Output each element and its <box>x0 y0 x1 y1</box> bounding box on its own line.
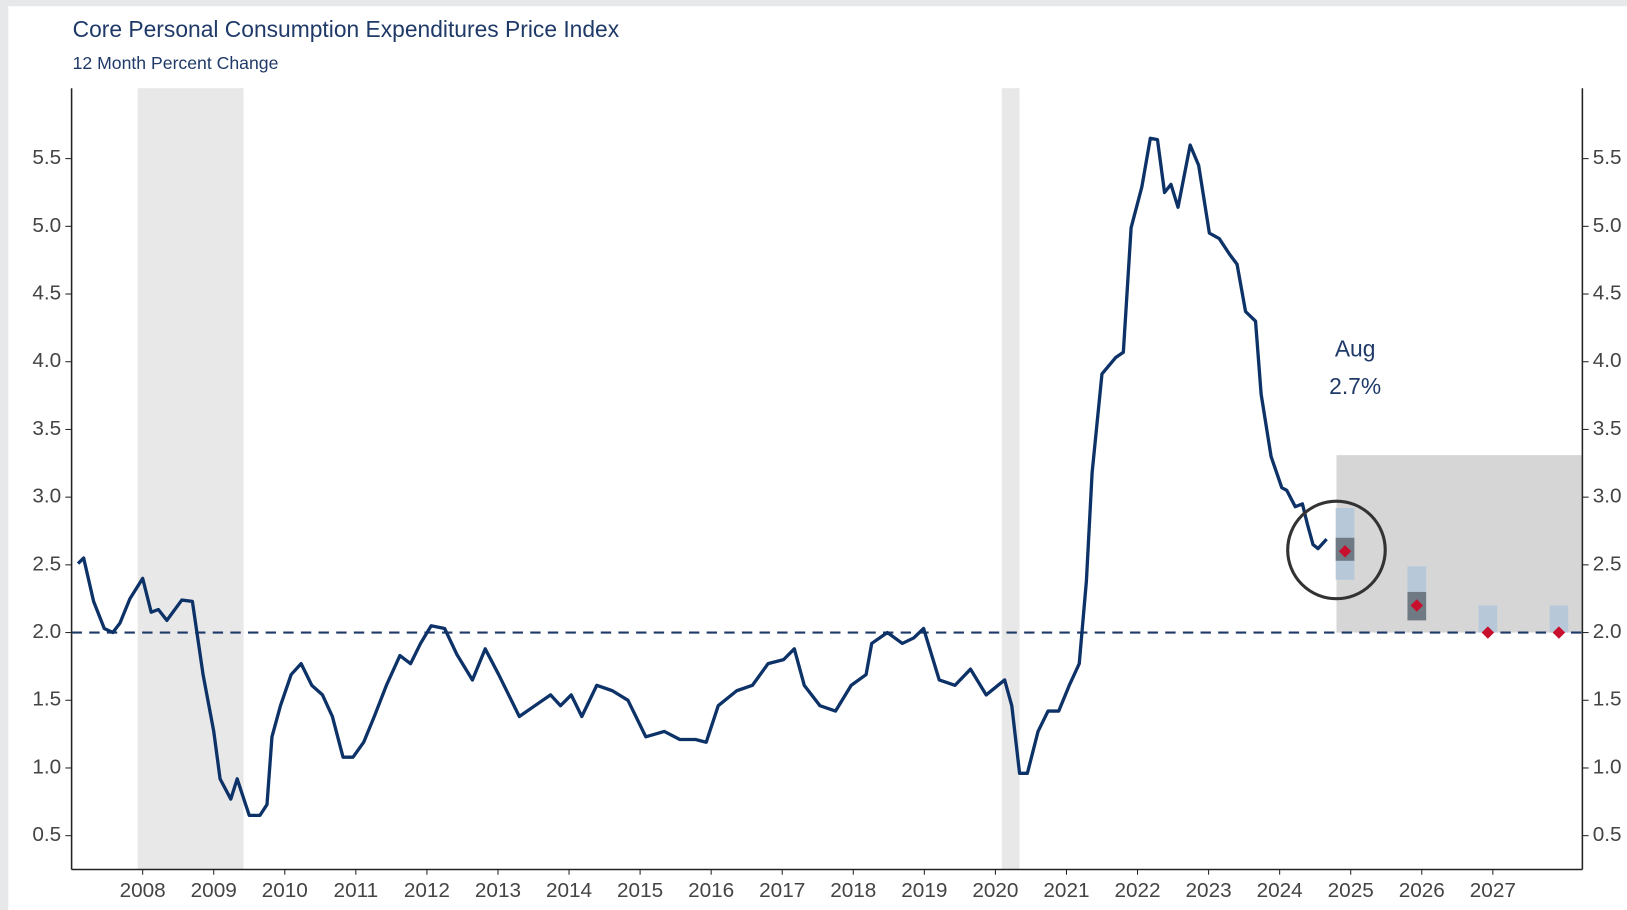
x-tick-label: 2027 <box>1470 879 1516 902</box>
y-tick-label: 2.5 <box>32 552 61 575</box>
y2-tick-label: 5.5 <box>1593 146 1622 169</box>
x-tick-label: 2020 <box>972 879 1018 902</box>
projection-median <box>1481 626 1495 639</box>
recession-band <box>1001 88 1020 870</box>
chart-subtitle: 12 Month Percent Change <box>73 53 279 73</box>
highlight-circle <box>1286 499 1387 601</box>
y-tick-label: 4.5 <box>32 282 61 305</box>
projection-box <box>1336 455 1583 633</box>
x-tick-label: 2025 <box>1328 879 1374 902</box>
x-tick-label: 2016 <box>688 879 734 902</box>
x-tick-label: 2011 <box>334 879 379 902</box>
projection-median <box>1338 545 1352 558</box>
recession-band <box>137 88 244 870</box>
projection-range <box>1478 605 1498 633</box>
x-tick-label: 2019 <box>901 879 947 902</box>
y-tick-label: 2.0 <box>32 620 61 643</box>
x-tick-label: 2014 <box>546 879 592 902</box>
x-tick-label: 2017 <box>759 879 805 902</box>
y2-tick-label: 3.5 <box>1593 417 1622 440</box>
x-tick-label: 2009 <box>191 879 237 902</box>
y2-tick-label: 2.5 <box>1593 552 1622 575</box>
y-tick-label: 5.0 <box>32 214 61 237</box>
y2-tick-label: 1.0 <box>1593 755 1622 778</box>
y2-tick-label: 1.5 <box>1593 688 1622 711</box>
x-tick-label: 2015 <box>617 879 663 902</box>
annotation: Aug <box>1335 336 1376 362</box>
y2-tick-label: 2.0 <box>1593 620 1622 643</box>
y-tick-label: 1.0 <box>32 755 61 778</box>
data-line <box>76 136 1328 818</box>
x-tick-label: 2023 <box>1186 879 1232 902</box>
x-tick-label: 2018 <box>830 879 876 902</box>
y-tick-label: 1.5 <box>32 688 61 711</box>
x-tick-label: 2021 <box>1043 879 1089 902</box>
x-tick-label: 2012 <box>404 879 450 902</box>
y-tick-label: 4.0 <box>32 349 61 372</box>
x-tick-label: 2010 <box>262 879 308 902</box>
chart-title: Core Personal Consumption Expenditures P… <box>73 16 620 42</box>
y2-tick-label: 4.5 <box>1593 282 1622 305</box>
y2-tick-label: 0.5 <box>1593 823 1622 846</box>
annotation: 2.7% <box>1329 373 1381 399</box>
y-tick-label: 3.0 <box>32 485 61 508</box>
x-tick-label: 2013 <box>475 879 521 902</box>
x-tick-label: 2022 <box>1114 879 1160 902</box>
y2-tick-label: 5.0 <box>1593 214 1622 237</box>
x-tick-label: 2026 <box>1399 879 1445 902</box>
y2-tick-label: 4.0 <box>1593 349 1622 372</box>
projection-range <box>1549 605 1569 633</box>
x-tick-label: 2008 <box>120 879 166 902</box>
projection-median <box>1552 626 1566 639</box>
y2-tick-label: 3.0 <box>1593 485 1622 508</box>
y-tick-label: 3.5 <box>32 417 61 440</box>
y-tick-label: 0.5 <box>32 823 61 846</box>
y-tick-label: 5.5 <box>32 146 61 169</box>
x-tick-label: 2024 <box>1257 879 1303 902</box>
